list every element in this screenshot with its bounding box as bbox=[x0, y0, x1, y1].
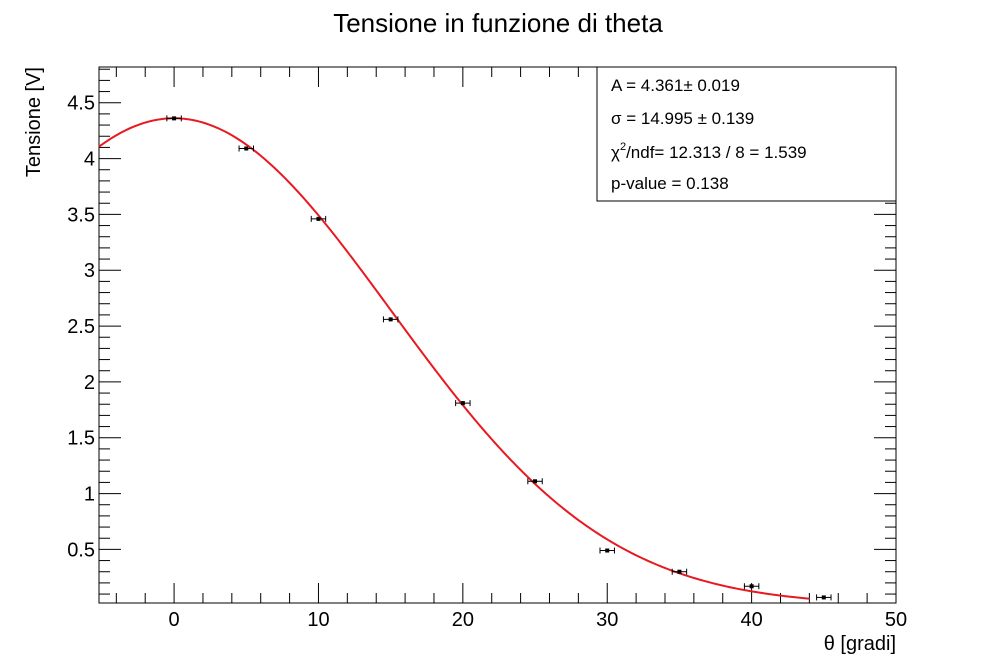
x-tick-label: 0 bbox=[169, 609, 180, 631]
point-marker bbox=[533, 479, 538, 484]
stats-line-amplitude: A = 4.361± 0.019 bbox=[611, 76, 740, 95]
point-marker bbox=[172, 116, 177, 121]
x-tick-label: 40 bbox=[740, 609, 762, 631]
y-axis-ticks: 0.5 1 1.5 2 2.5 3 3.5 4 4.5 bbox=[67, 68, 896, 595]
y-tick-label: 0.5 bbox=[67, 539, 95, 561]
stats-chi-superscript: 2 bbox=[620, 141, 626, 153]
plot-frame bbox=[98, 66, 897, 604]
x-tick-label: 30 bbox=[596, 609, 618, 631]
y-tick-label: 4 bbox=[84, 149, 95, 171]
data-point bbox=[310, 215, 327, 222]
point-marker bbox=[244, 146, 249, 151]
x-tick-label: 10 bbox=[307, 609, 329, 631]
y-tick-label: 3 bbox=[84, 260, 95, 282]
data-point bbox=[743, 583, 760, 590]
stats-box-frame bbox=[596, 66, 897, 202]
stats-line-pvalue: p-value = 0.138 bbox=[611, 174, 729, 193]
point-marker bbox=[821, 595, 826, 600]
data-points bbox=[166, 115, 832, 601]
x-tick-label: 50 bbox=[885, 609, 907, 631]
data-point bbox=[166, 115, 182, 122]
fit-curve-group bbox=[98, 117, 810, 600]
data-point bbox=[382, 316, 399, 323]
point-marker bbox=[388, 317, 393, 322]
stats-chi-rest: /ndf= 12.313 / 8 = 1.539 bbox=[626, 143, 807, 162]
y-axis-label: Tensione [V] bbox=[23, 67, 45, 177]
y-tick-label: 3.5 bbox=[67, 204, 95, 226]
stats-line-chi2: χ2/ndf= 12.313 / 8 = 1.539 bbox=[611, 141, 807, 162]
point-marker bbox=[605, 548, 610, 553]
point-marker bbox=[316, 216, 321, 221]
data-point bbox=[527, 478, 543, 485]
data-point bbox=[671, 568, 688, 575]
chart-title: Tensione in funzione di theta bbox=[333, 8, 663, 38]
data-point bbox=[599, 547, 615, 554]
y-tick-label: 2 bbox=[84, 372, 95, 394]
fit-curve bbox=[98, 117, 810, 600]
x-tick-label: 20 bbox=[452, 609, 474, 631]
x-axis-ticks: 0 10 20 30 40 50 bbox=[115, 67, 907, 631]
data-point bbox=[816, 594, 832, 601]
point-marker bbox=[749, 584, 754, 589]
point-marker bbox=[460, 401, 465, 406]
y-tick-label: 1.5 bbox=[67, 428, 95, 450]
stats-box: A = 4.361± 0.019 σ = 14.995 ± 0.139 χ2/n… bbox=[596, 66, 897, 202]
y-tick-label: 4.5 bbox=[67, 93, 95, 115]
point-marker bbox=[677, 569, 682, 574]
x-axis-label: θ [gradi] bbox=[824, 633, 896, 655]
stats-chi-symbol: χ bbox=[611, 143, 620, 162]
y-tick-label: 1 bbox=[84, 484, 95, 506]
stats-line-sigma: σ = 14.995 ± 0.139 bbox=[611, 109, 754, 128]
data-point bbox=[238, 145, 254, 152]
y-tick-label: 2.5 bbox=[67, 316, 95, 338]
data-point bbox=[455, 400, 471, 407]
